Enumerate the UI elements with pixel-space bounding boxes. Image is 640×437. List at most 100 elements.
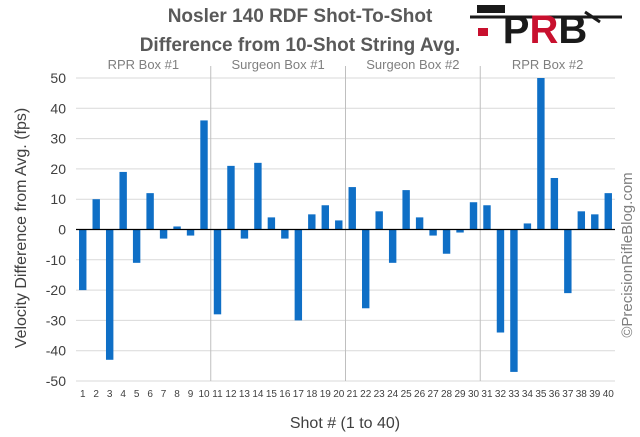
bar-shot-14: [254, 162, 262, 230]
x-tick-label: 38: [576, 389, 588, 400]
chart-title-line-1: Nosler 140 RDF Shot-To-Shot: [168, 6, 433, 27]
bar-shot-28: [442, 229, 451, 254]
y-tick-label: 10: [50, 191, 66, 207]
x-tick-label: 35: [535, 389, 547, 400]
bar-shot-23: [375, 211, 383, 230]
bar-shot-3: [105, 229, 114, 360]
bars: [79, 78, 612, 372]
x-tick-label: 9: [188, 389, 194, 400]
bar-shot-11: [213, 229, 222, 315]
y-tick-label: -30: [46, 312, 66, 328]
x-tick-label: 28: [441, 389, 453, 400]
bar-shot-10: [200, 120, 208, 230]
y-tick-label: -10: [46, 252, 66, 268]
x-tick-label: 30: [468, 389, 480, 400]
bar-shot-19: [321, 205, 329, 230]
bar-shot-29: [456, 229, 464, 233]
group-label: Surgeon Box #1: [232, 57, 325, 72]
x-tick-label: 19: [320, 389, 332, 400]
bar-shot-35: [537, 78, 545, 230]
x-axis-tick-labels: 1 2 3 4 5 6 7 8 9 10 11 12 13 14 15 16 17 18 19 20 21 22 23 24 2…: [80, 389, 614, 400]
chart-title-line-2: Difference from 10-Shot String Avg.: [140, 35, 461, 56]
x-tick-label: 6: [147, 389, 153, 400]
bar-shot-18: [308, 214, 316, 230]
x-tick-label: 3: [107, 389, 113, 400]
x-tick-label: 4: [120, 389, 126, 400]
bar-shot-4: [119, 171, 127, 230]
bar-shot-12: [227, 165, 235, 230]
x-tick-label: 22: [360, 389, 372, 400]
x-tick-label: 5: [134, 389, 140, 400]
x-tick-label: 24: [387, 389, 399, 400]
y-tick-label: 30: [50, 131, 66, 147]
x-tick-label: 34: [522, 389, 534, 400]
bar-shot-16: [281, 229, 289, 239]
x-tick-label: 18: [306, 389, 318, 400]
y-tick-label: 50: [50, 70, 66, 86]
bar-shot-39: [591, 214, 599, 230]
x-tick-label: 11: [212, 389, 223, 400]
y-tick-label: -20: [46, 282, 66, 298]
y-tick-label: -50: [46, 373, 66, 389]
x-tick-label: 39: [589, 389, 601, 400]
y-tick-label: 40: [50, 100, 66, 116]
bar-shot-7: [159, 229, 168, 239]
y-axis-tick-labels: 50 40 30 20 10 0 -10 -20 -30 -40 -50: [46, 70, 66, 389]
x-tick-label: 12: [225, 389, 237, 400]
bar-shot-21: [348, 187, 356, 230]
bar-shot-5: [132, 229, 141, 263]
y-axis-title: Velocity Difference from Avg. (fps): [13, 108, 30, 348]
x-tick-label: 32: [495, 389, 507, 400]
x-tick-label: 14: [252, 389, 264, 400]
bar-shot-26: [415, 217, 424, 230]
bar-shot-34: [523, 223, 532, 230]
x-tick-label: 8: [174, 389, 180, 400]
x-tick-label: 25: [401, 389, 413, 400]
x-tick-label: 40: [603, 389, 615, 400]
x-tick-label: 29: [454, 389, 466, 400]
x-tick-label: 13: [239, 389, 251, 400]
bar-shot-2: [92, 199, 100, 230]
bar-shot-40: [604, 193, 612, 230]
logo-text: PRB: [503, 8, 587, 52]
group-separators: [210, 66, 481, 381]
x-tick-label: 33: [508, 389, 520, 400]
x-tick-label: 7: [161, 389, 167, 400]
bar-shot-9: [186, 229, 195, 236]
bar-shot-1: [79, 229, 87, 291]
bar-shot-6: [146, 193, 154, 230]
bar-shot-13: [240, 229, 249, 239]
bar-shot-24: [388, 229, 397, 263]
bar-shot-15: [267, 217, 276, 230]
group-label: Surgeon Box #2: [366, 57, 459, 72]
x-tick-label: 26: [414, 389, 426, 400]
x-tick-label: 21: [347, 389, 359, 400]
y-tick-label: -40: [46, 343, 66, 359]
x-tick-label: 1: [80, 389, 86, 400]
bar-shot-32: [496, 229, 505, 333]
x-tick-label: 17: [293, 389, 305, 400]
bar-shot-17: [294, 229, 303, 321]
x-tick-label: 10: [198, 389, 210, 400]
x-axis-title: Shot # (1 to 40): [290, 415, 400, 432]
bar-shot-38: [577, 211, 586, 230]
bar-shot-30: [469, 202, 478, 230]
group-labels: RPR Box #1 Surgeon Box #1 Surgeon Box #2 RP…: [108, 57, 584, 72]
group-label: RPR Box #2: [512, 57, 584, 72]
x-tick-label: 37: [562, 389, 574, 400]
y-tick-label: 20: [50, 161, 66, 177]
group-label: RPR Box #1: [108, 57, 180, 72]
bar-shot-31: [483, 205, 491, 230]
bar-shot-33: [510, 229, 518, 372]
bar-shot-22: [362, 229, 370, 309]
bar-shot-8: [173, 226, 181, 230]
y-tick-label: 0: [58, 222, 66, 238]
x-tick-label: 2: [93, 389, 99, 400]
x-tick-label: 20: [333, 389, 345, 400]
x-tick-label: 31: [481, 389, 493, 400]
bar-shot-37: [564, 229, 572, 294]
bar-shot-27: [429, 229, 437, 236]
bar-shot-20: [335, 220, 343, 230]
x-tick-label: 23: [374, 389, 386, 400]
